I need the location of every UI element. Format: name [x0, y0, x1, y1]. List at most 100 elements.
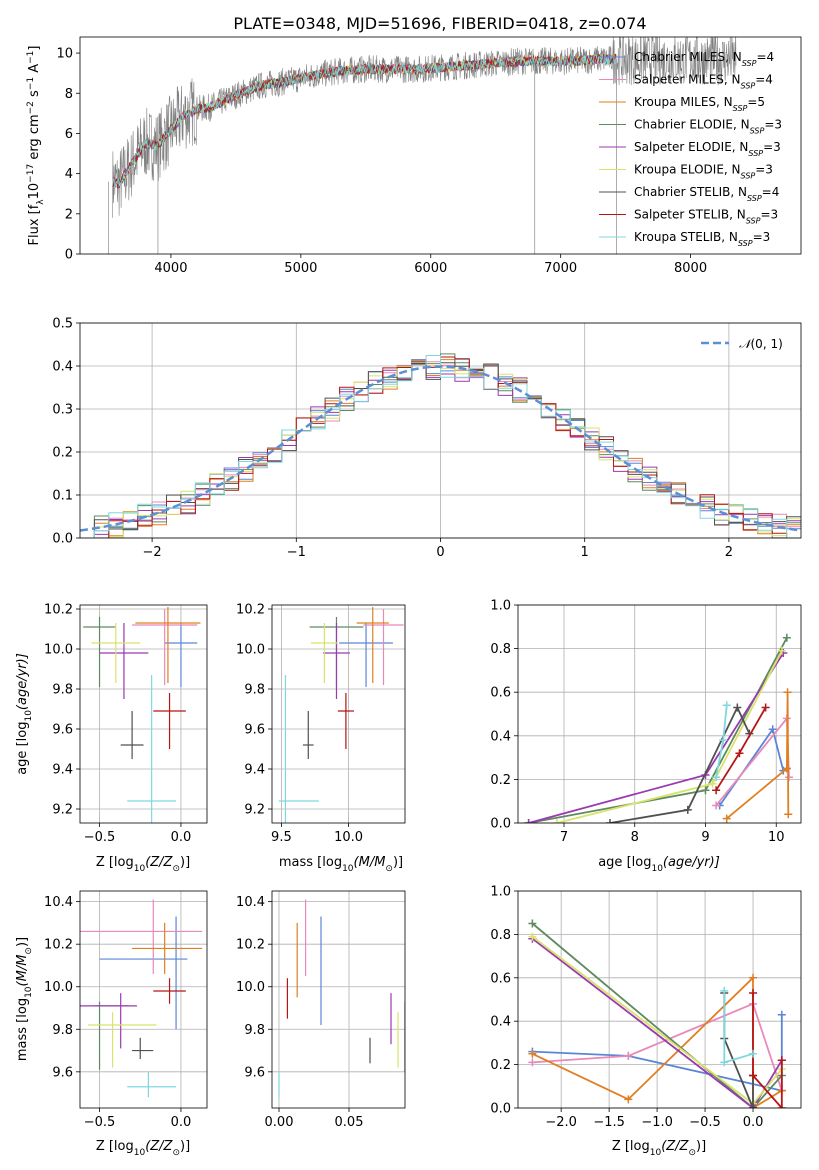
errorbar-point	[83, 617, 116, 687]
label-part: (Z/Z	[661, 1139, 689, 1154]
label-part: Z [log	[612, 1139, 650, 1154]
errorbar-point	[302, 711, 314, 759]
errorbar-point	[164, 623, 198, 687]
y-tick-label: 9.4	[52, 763, 73, 778]
y-tick-label: 0.0	[490, 1102, 511, 1117]
label-part: −17	[26, 164, 36, 183]
x-axis-label: Z [log10(Z/Z⊙)]	[612, 1139, 706, 1158]
errorbar-point	[153, 978, 186, 1004]
label-part: Z [log	[96, 1139, 134, 1154]
y-tick-label: 0.1	[52, 489, 73, 504]
mass-weight-marker	[720, 1058, 729, 1067]
errorbar-point	[127, 675, 177, 823]
axes-frame	[271, 890, 406, 1109]
y-tick-label: 8	[65, 87, 73, 102]
mass-weight-marker	[528, 919, 537, 928]
label-part: =4	[762, 185, 780, 199]
y-tick-label: 10.4	[236, 895, 265, 910]
mass-weight-marker	[749, 1104, 758, 1108]
y-tick-label: 6	[65, 127, 73, 142]
ticks: −2.0 −1.5 −1.0 −0.5 0.0 0.0 0.2 0.4 0.6 0.8 1.0	[490, 885, 763, 1131]
mass-weight-marker	[552, 819, 561, 823]
label-part: Chabrier STELIB, N	[634, 185, 747, 199]
x-axis-label: Z [log10(Z/Z⊙)]	[96, 1139, 190, 1158]
label-part: Salpeter ELODIE, N	[634, 140, 748, 154]
label-part: 10	[134, 1148, 146, 1158]
legend-entry: Kroupa ELODIE, NSSP=3	[634, 163, 773, 181]
mass-weight-marker	[761, 703, 770, 712]
x-tick-label: −0.5	[689, 1115, 721, 1130]
model-spectrum-line	[112, 54, 617, 188]
label-part: Chabrier MILES, N	[634, 50, 742, 64]
label-part: )]	[696, 1139, 706, 1154]
gaussian-curve	[80, 365, 801, 532]
y-tick-label: 0.4	[490, 1015, 511, 1030]
y-tick-label: 1.0	[490, 885, 511, 900]
plot-area	[524, 633, 793, 823]
errorbar-point	[132, 1037, 154, 1060]
y-tick-label: 10.0	[236, 980, 265, 995]
mass-weight-marker	[624, 1051, 633, 1060]
x-tick-label: −2.0	[545, 1115, 577, 1130]
y-axis-label: mass [log10(M/M⊙)]	[15, 937, 34, 1061]
label-part: =3	[760, 208, 778, 222]
y-tick-label: 0.6	[490, 971, 511, 986]
axes-frame	[79, 890, 208, 1109]
x-tick-label: 5000	[284, 261, 317, 276]
y-tick-label: 0.2	[490, 1058, 511, 1073]
label-part: 10	[27, 183, 42, 200]
y-tick-label: 9.6	[244, 723, 265, 738]
mass-weight-marker	[528, 1058, 537, 1067]
label-part: −2	[26, 101, 36, 114]
label-part: erg cm	[27, 114, 42, 163]
mass-weight-vs-Z-axes: −2.0 −1.5 −1.0 −0.5 0.0 0.0 0.2 0.4 0.6 0.8 1.0 Z […	[490, 885, 802, 1158]
y-axis-label: age [log10(age/yr)]	[15, 653, 34, 775]
y-tick-label: 10.2	[44, 938, 73, 953]
label-part: SSP	[733, 104, 748, 113]
x-axis-label: mass [log10(M/M⊙)]	[279, 855, 403, 874]
mass-weight-marker	[524, 819, 533, 823]
label-part: =5	[747, 95, 765, 109]
label-part: SSP	[747, 194, 762, 203]
label-part: ]	[27, 46, 42, 51]
label-part: −1	[26, 77, 36, 90]
y-tick-label: 0.8	[490, 928, 511, 943]
y-tick-label: 9.8	[52, 683, 73, 698]
x-tick-label: −0.5	[84, 830, 116, 845]
x-tick-label: −1.5	[593, 1115, 625, 1130]
mass-weight-series	[531, 922, 783, 1108]
label-part: ⊙	[24, 947, 34, 955]
x-tick-label: 0.0	[171, 1115, 192, 1130]
age-vs-Z-axes: −0.5 0.09.29.49.69.810.010.2Z [log10(Z/Z⊙…	[15, 603, 208, 874]
label-part: A	[27, 64, 42, 77]
label-part: SSP	[746, 216, 761, 225]
label-part: (age/yr)]	[15, 653, 30, 710]
mass-weight-marker	[749, 973, 758, 982]
y-tick-label: 4	[65, 167, 73, 182]
errorbar-point	[88, 1012, 157, 1068]
label-part: age [log	[15, 722, 30, 775]
label-part: mass [log	[15, 998, 30, 1061]
mass-weight-marker	[777, 1104, 786, 1108]
mass-weight-marker	[777, 646, 786, 655]
plot-area	[278, 899, 405, 1098]
errorbar-point	[127, 1071, 177, 1098]
legend-entry: Salpeter ELODIE, NSSP=3	[634, 140, 781, 158]
figure-title: PLATE=0348, MJD=51696, FIBERID=0418, z=0…	[233, 14, 646, 33]
errorbar-point	[363, 609, 404, 685]
y-tick-label: 10.2	[236, 603, 265, 618]
axes-frame	[79, 604, 208, 824]
x-tick-label: 10	[768, 830, 785, 845]
y-tick-label: 9.6	[52, 1065, 73, 1080]
legend-entry: Chabrier MILES, NSSP=4	[634, 50, 774, 68]
label-part: 10	[134, 864, 146, 874]
ticks: −0.5 0.0 9.6 9.8 10.0 10.2 10.4	[44, 895, 191, 1130]
x-tick-label: 0.0	[171, 830, 192, 845]
x-tick-label: 9.5	[271, 830, 292, 845]
x-tick-label: −1.0	[641, 1115, 673, 1130]
x-tick-label: 7	[560, 830, 568, 845]
label-part: −1	[26, 51, 36, 64]
errorbar-point	[132, 922, 203, 974]
